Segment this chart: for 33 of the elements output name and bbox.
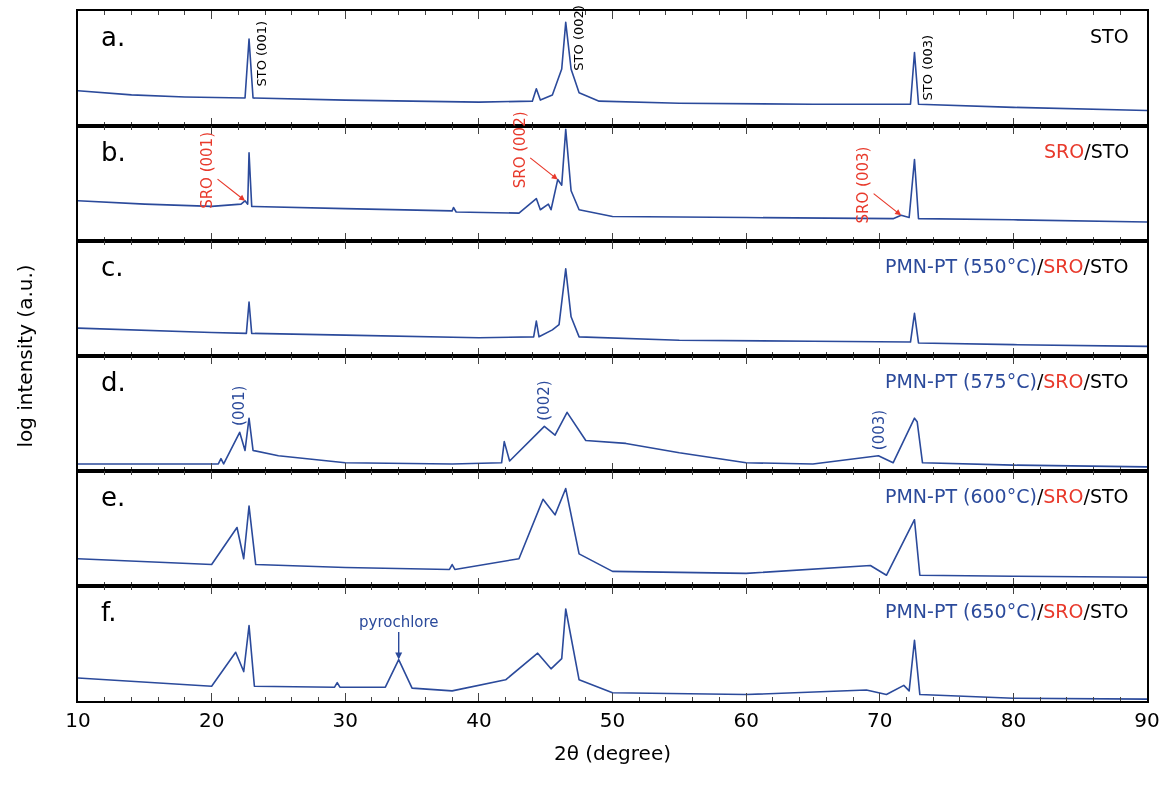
annotation: b. (101, 137, 126, 167)
annotation: PMN-PT (550°C)/SRO/STO (885, 255, 1129, 277)
annotation: STO (003) (919, 34, 935, 101)
annotation: SRO (001) (198, 131, 217, 209)
annotation: SRO (002) (511, 111, 530, 189)
annotation: a. (101, 22, 126, 52)
x-tick-label: 80 (1000, 707, 1027, 732)
annotation: STO (1090, 25, 1129, 47)
annotation: STO (002) (570, 5, 586, 71)
annotation: f. (101, 597, 117, 627)
x-tick-label: 50 (599, 707, 626, 732)
annotation: (001) (230, 385, 249, 426)
x-tick-label: 10 (65, 707, 91, 732)
annotation: SRO (003) (853, 146, 872, 224)
annotation: e. (101, 482, 126, 512)
annotation: PMN-PT (650°C)/SRO/STO (885, 600, 1129, 622)
x-tick-label: 90 (1134, 707, 1160, 732)
x-tick-label: 60 (733, 707, 759, 732)
x-axis-title: 2θ (degree) (553, 740, 672, 765)
annotation: (002) (534, 380, 553, 421)
x-tick-label: 70 (867, 707, 893, 732)
annotation: c. (101, 252, 124, 282)
annotation: (003) (869, 409, 888, 451)
x-tick-label: 40 (466, 707, 492, 732)
text: d. (101, 367, 126, 397)
annotation: pyrochlore (359, 613, 439, 631)
annotation: SRO/STO (1044, 140, 1130, 162)
x-tick-label: 30 (332, 707, 358, 732)
text: PMN-PT (575°C)/SRO/STO (885, 370, 1129, 392)
x-tick-label: 20 (198, 707, 225, 732)
annotation: STO (001) (253, 20, 269, 87)
y-axis-title: log intensity (a.u.) (12, 264, 37, 448)
annotation: PMN-PT (600°C)/SRO/STO (885, 485, 1129, 507)
